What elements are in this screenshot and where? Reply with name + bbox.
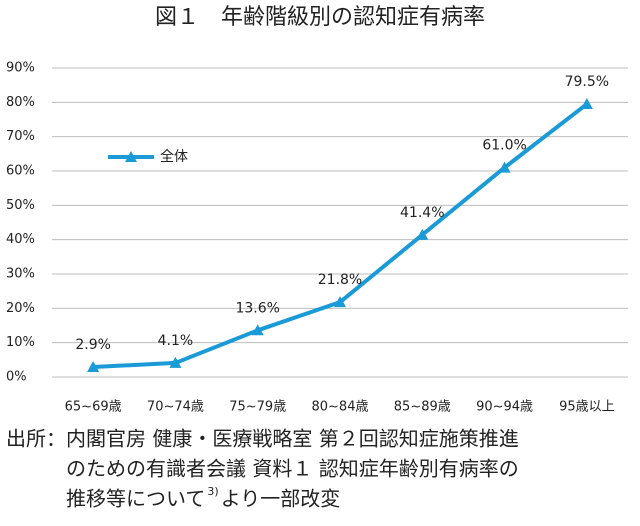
data-point: [169, 356, 182, 368]
y-tick-label: 10%: [6, 335, 35, 350]
data-label: 21.8%: [318, 272, 362, 288]
data-point: [334, 296, 346, 308]
data-label: 61.0%: [482, 138, 526, 154]
y-tick-label: 80%: [6, 95, 35, 110]
x-tick-label: 65~69歳: [65, 400, 122, 415]
x-tick-label: 70~74歳: [147, 400, 204, 415]
data-label: 79.5%: [565, 74, 609, 90]
chart-title: 図１ 年齢階級別の認知症有病率: [155, 5, 485, 30]
data-point: [498, 161, 511, 173]
y-tick-label: 0%: [6, 370, 27, 385]
y-tick-label: 70%: [6, 129, 35, 144]
source-line: 出所：内閣官房 健康・医療戦略室 第２回認知症施策推進: [6, 427, 519, 451]
data-label: 41.4%: [400, 205, 444, 221]
data-point: [580, 98, 593, 110]
x-tick-label: 75~79歳: [229, 400, 286, 415]
source-line: より一部改変: [221, 487, 341, 511]
legend-label: 全体: [160, 148, 188, 165]
data-label: 13.6%: [235, 300, 279, 316]
source-note: 出所：内閣官房 健康・医療戦略室 第２回認知症施策推進 のための有識者会議 資料…: [6, 427, 519, 511]
y-tick-label: 90%: [6, 61, 35, 76]
x-tick-label: 90~94歳: [476, 400, 533, 415]
y-tick-label: 40%: [6, 232, 35, 247]
source-line: 推移等について: [66, 487, 205, 511]
source-ref: 3): [207, 485, 218, 498]
data-label: 4.1%: [158, 333, 194, 349]
data-point: [251, 324, 264, 336]
data-point: [416, 228, 429, 240]
legend-marker: [125, 151, 137, 162]
x-tick-label: 85~89歳: [394, 400, 451, 415]
x-tick-label: 80~84歳: [312, 400, 369, 415]
source-line: のための有識者会議 資料１ 認知症年齢別有病率の: [66, 457, 519, 481]
y-tick-label: 60%: [6, 164, 35, 179]
y-tick-label: 20%: [6, 301, 35, 316]
y-tick-label: 30%: [6, 267, 35, 282]
data-label: 2.9%: [75, 337, 111, 353]
x-tick-label: 95歳以上: [559, 400, 615, 415]
data-point: [87, 361, 100, 373]
y-tick-label: 50%: [6, 198, 35, 213]
